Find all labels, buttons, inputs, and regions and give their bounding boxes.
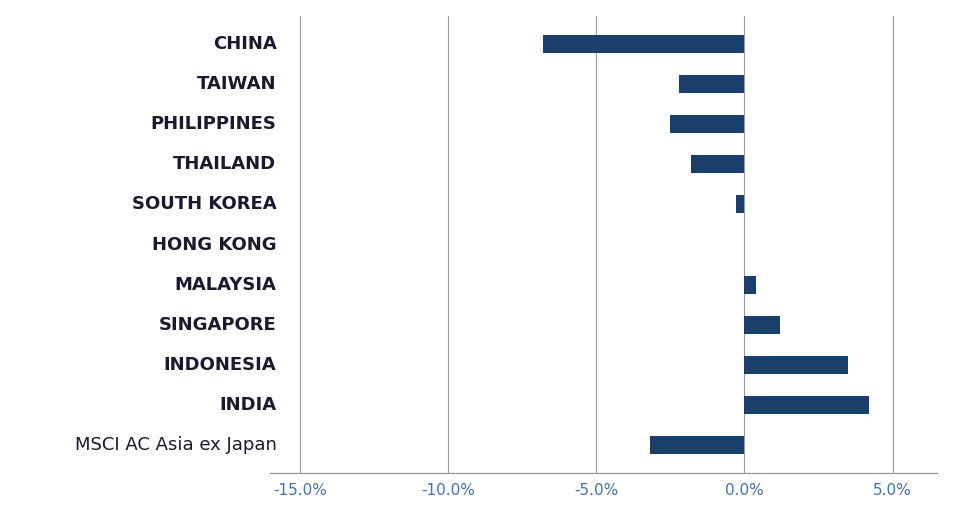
Bar — [543, 35, 745, 53]
Bar — [735, 196, 745, 214]
Text: INDIA: INDIA — [219, 396, 276, 414]
Text: THAILAND: THAILAND — [173, 155, 276, 173]
Bar — [679, 75, 745, 93]
Text: HONG KONG: HONG KONG — [152, 236, 276, 254]
Text: SINGAPORE: SINGAPORE — [158, 316, 276, 334]
Bar — [650, 436, 745, 454]
Text: MSCI AC Asia ex Japan: MSCI AC Asia ex Japan — [74, 436, 276, 454]
Bar — [745, 276, 756, 294]
Text: MALAYSIA: MALAYSIA — [175, 276, 276, 294]
Text: INDONESIA: INDONESIA — [164, 356, 276, 374]
Bar — [670, 115, 745, 133]
Text: CHINA: CHINA — [213, 35, 276, 53]
Text: PHILIPPINES: PHILIPPINES — [151, 115, 276, 133]
Bar — [745, 316, 780, 334]
Bar — [745, 396, 868, 414]
Text: SOUTH KOREA: SOUTH KOREA — [131, 196, 276, 214]
Bar — [745, 356, 848, 374]
Bar — [691, 155, 745, 174]
Text: TAIWAN: TAIWAN — [197, 75, 276, 93]
